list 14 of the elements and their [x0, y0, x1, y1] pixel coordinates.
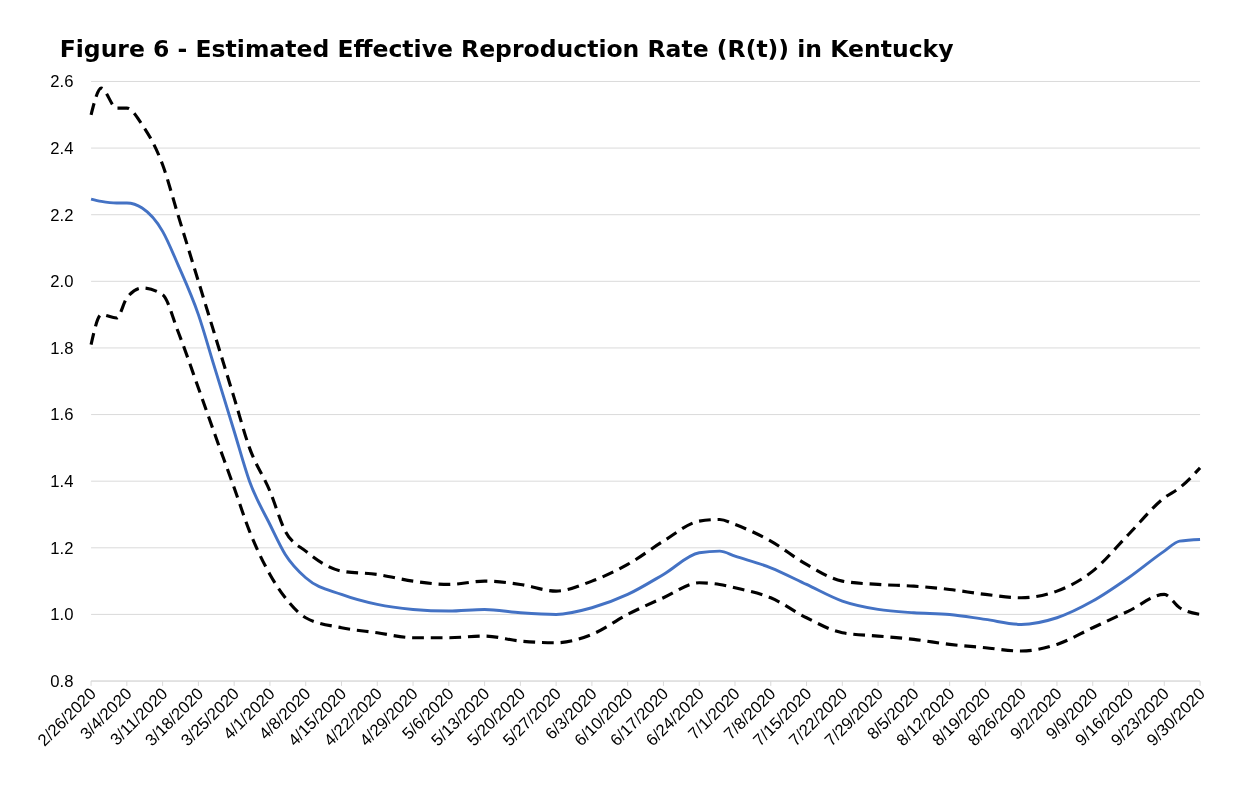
chart-title: Figure 6 - Estimated Effective Reproduction Rate (R(t)) in Kentucky: [59, 34, 954, 63]
line-series: [89, 286, 1202, 653]
y-tick-label: 1.2: [50, 538, 74, 558]
y-tick-label: 1.8: [50, 338, 74, 358]
y-tick-label: 1.0: [50, 605, 74, 625]
y-tick-label: 2.6: [50, 72, 74, 92]
y-tick-label: 2.0: [50, 272, 74, 292]
y-tick-label: 1.6: [50, 405, 74, 425]
line-series: [89, 197, 1202, 626]
line-series: [89, 86, 1202, 600]
y-tick-label: 0.8: [50, 671, 74, 691]
y-tick-label: 2.4: [50, 138, 74, 158]
y-tick-label: 1.4: [50, 472, 74, 492]
y-tick-label: 2.2: [50, 205, 74, 225]
